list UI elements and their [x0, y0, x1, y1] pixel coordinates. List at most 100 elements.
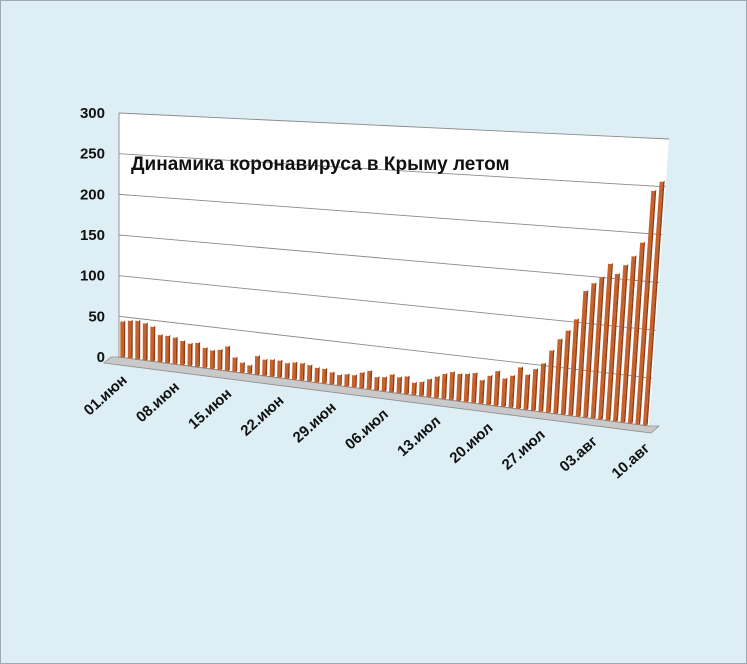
bar-front: [605, 273, 619, 421]
bar-front: [613, 265, 627, 422]
bar: [359, 371, 365, 389]
bar: [247, 364, 253, 375]
bar-side: [481, 379, 485, 405]
bar: [635, 189, 657, 425]
bar: [493, 370, 501, 407]
bar-front: [642, 181, 664, 426]
bar: [127, 319, 133, 359]
bar-side: [511, 374, 516, 409]
bar-side: [123, 320, 126, 358]
bar-front: [299, 363, 304, 381]
bar-front: [284, 363, 289, 379]
bar-front: [262, 359, 266, 377]
bar: [269, 358, 275, 378]
bar-side: [399, 376, 403, 394]
bar: [135, 319, 141, 360]
y-tick-label: 300: [80, 105, 105, 122]
bar: [224, 345, 231, 372]
bar-side: [608, 272, 620, 421]
bar-side: [541, 362, 547, 413]
bar-side: [534, 368, 539, 412]
bar: [217, 348, 223, 371]
bar-side: [265, 358, 268, 377]
bar-side: [444, 372, 448, 400]
bar-front: [217, 349, 221, 371]
bar: [642, 180, 665, 426]
bar-side: [519, 366, 524, 410]
bar-front: [292, 362, 296, 380]
x-tick-label: 06.июл: [342, 406, 392, 453]
bar-side: [616, 264, 629, 422]
bar-side: [623, 255, 637, 423]
bar-front: [157, 334, 162, 363]
y-tick-label: 100: [80, 268, 105, 285]
bar-side: [302, 362, 305, 381]
bar-side: [213, 349, 216, 370]
bar: [433, 375, 440, 399]
bar-front: [418, 381, 423, 397]
bar-side: [601, 262, 613, 420]
bar-front: [224, 346, 229, 372]
bar-front: [635, 190, 655, 425]
x-tick-label: 27.июл: [499, 426, 549, 473]
gridline: [118, 234, 660, 283]
y-tick-label: 150: [80, 227, 105, 244]
bar-side: [340, 374, 343, 386]
gridline: [118, 193, 663, 236]
bar-side: [638, 189, 657, 425]
bar-front: [463, 373, 469, 403]
bar: [575, 290, 589, 417]
bar-front: [239, 362, 244, 374]
x-tick-label: 13.июл: [394, 413, 444, 460]
bar: [165, 334, 171, 364]
bar: [202, 347, 208, 369]
bar-side: [504, 377, 508, 408]
bar-side: [646, 180, 665, 426]
bar-front: [426, 379, 431, 398]
bar-side: [146, 322, 148, 361]
bar-front: [351, 375, 356, 388]
bar-front: [381, 377, 386, 392]
bar-side: [332, 371, 335, 385]
bar-side: [422, 380, 425, 397]
bar: [120, 320, 126, 358]
bar: [180, 340, 186, 366]
bar-front: [254, 355, 259, 376]
bar: [336, 374, 343, 386]
bar-side: [489, 374, 493, 406]
gridline: [118, 153, 666, 188]
bar-front: [180, 340, 184, 366]
bar-side: [280, 359, 283, 379]
bar: [254, 355, 260, 376]
gridlines: [118, 112, 670, 427]
bar-side: [198, 341, 201, 368]
bar-front: [247, 365, 251, 375]
bar-front: [553, 339, 561, 414]
bar: [172, 336, 178, 365]
bar-front: [411, 382, 416, 396]
bar-front: [583, 283, 595, 418]
bar-side: [407, 375, 410, 395]
gridline: [118, 275, 656, 331]
bar-side: [131, 319, 133, 359]
bar: [314, 366, 320, 383]
bar-front: [336, 374, 341, 386]
bar-front: [202, 347, 207, 369]
bar-side: [183, 340, 186, 366]
bar: [463, 372, 470, 403]
bar: [404, 375, 410, 395]
bar: [598, 262, 613, 420]
bar-side: [496, 370, 501, 407]
bar: [411, 381, 417, 396]
bar: [142, 322, 148, 361]
bar-side: [257, 355, 260, 376]
bar: [530, 368, 539, 412]
bar: [209, 349, 216, 370]
chart-title: Динамика коронавируса в Крыму летом: [131, 154, 510, 175]
bar-front: [590, 277, 603, 419]
bar-side: [526, 373, 531, 411]
bar: [150, 325, 156, 362]
gridline: [118, 356, 650, 427]
